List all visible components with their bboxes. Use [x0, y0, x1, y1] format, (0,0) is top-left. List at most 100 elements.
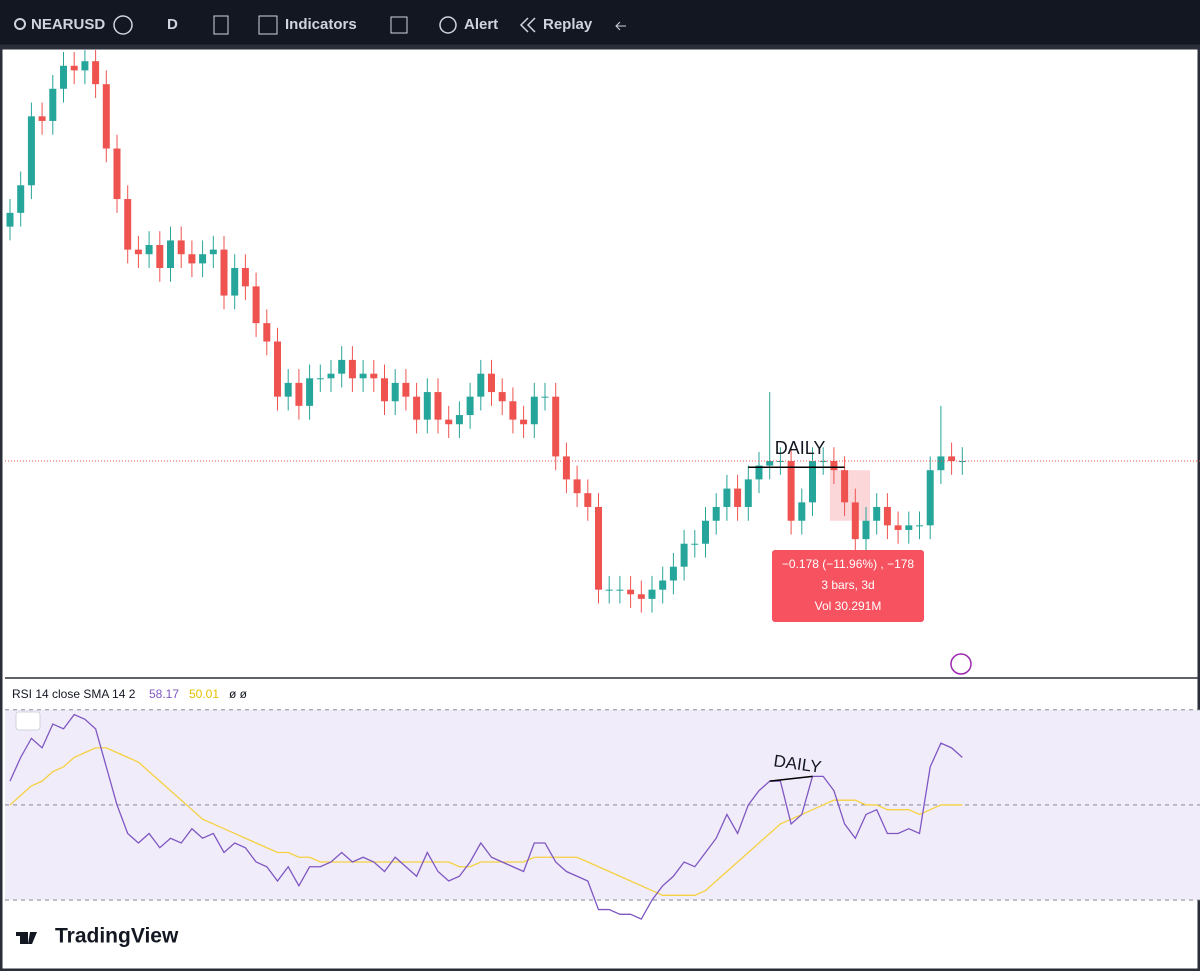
candle-body: [241, 267, 249, 287]
candle-body: [220, 249, 228, 296]
candle-body: [498, 392, 506, 402]
symbol[interactable]: NEARUSD: [31, 16, 105, 33]
replay[interactable]: Replay: [543, 16, 593, 33]
candle-body: [134, 249, 142, 255]
candle-body: [851, 502, 859, 540]
alert[interactable]: Alert: [464, 16, 498, 33]
candle-body: [167, 240, 174, 268]
candle-body: [905, 525, 913, 530]
candle-body: [145, 245, 153, 255]
candle-body: [669, 566, 677, 581]
measure-label: 3 bars, 3d: [821, 578, 874, 592]
annotation: DAILY: [775, 438, 826, 458]
candle-body: [541, 396, 549, 398]
layouts[interactable]: [390, 16, 408, 34]
candle-body: [637, 594, 645, 599]
candle-body: [49, 88, 57, 121]
candle-body: [113, 148, 121, 200]
candle-body: [381, 378, 388, 402]
candle-body: [734, 488, 742, 507]
candle-body: [809, 461, 816, 503]
replay-icon[interactable]: [519, 17, 536, 33]
candle-body: [188, 254, 196, 264]
candle-body: [466, 396, 474, 416]
candle-body: [27, 116, 35, 186]
candle-body: [359, 373, 367, 379]
candle-body: [584, 493, 592, 507]
candle-body: [830, 461, 838, 471]
indicators[interactable]: Indicators: [285, 16, 357, 33]
measure-label: Vol 30.291M: [815, 599, 882, 613]
candle-body: [306, 378, 314, 406]
candle-body: [862, 520, 870, 540]
candle-body: [402, 382, 410, 397]
candle-body: [70, 65, 78, 71]
candle-body: [680, 543, 688, 567]
candle-body: [841, 470, 849, 503]
rsi-line: [9, 713, 963, 920]
candle-body: [6, 212, 14, 227]
candle-body: [38, 116, 46, 121]
candle-body: [156, 245, 164, 268]
sma-line: [9, 747, 963, 896]
alert-icon[interactable]: [439, 16, 457, 34]
candle-body: [60, 65, 67, 89]
candle-body: [712, 506, 720, 521]
candle-body: [252, 286, 260, 324]
chart-type[interactable]: [213, 15, 229, 35]
candle-body: [691, 543, 699, 545]
candle-body: [199, 254, 207, 264]
add-symbol[interactable]: [113, 15, 133, 35]
candle-body: [616, 589, 624, 591]
candle-body: [177, 240, 185, 255]
candle-body: [937, 456, 945, 471]
rsi-title: RSI 14 close SMA 14 2: [12, 687, 136, 701]
candle-body: [423, 392, 431, 420]
candle-body: [520, 419, 528, 425]
candle-body: [316, 378, 324, 380]
candle-body: [477, 373, 485, 397]
interval[interactable]: D: [167, 16, 178, 33]
rsi-extra: ø ø: [229, 687, 248, 701]
candle-body: [723, 488, 731, 507]
candle-body: [274, 341, 281, 397]
candle-body: [370, 373, 378, 379]
candle-body: [434, 392, 442, 420]
candle-body: [659, 580, 667, 590]
candle-body: [916, 525, 923, 527]
candle-body: [81, 61, 89, 71]
candle-body: [894, 525, 902, 530]
toolbar: [0, 0, 1200, 47]
indicators-icon[interactable]: [258, 15, 278, 35]
sma-value: 50.01: [189, 687, 219, 701]
candle-body: [102, 84, 110, 149]
candle-body: [648, 589, 656, 599]
logo: TradingView: [55, 925, 179, 948]
candle-body: [209, 249, 217, 255]
candle-body: [573, 479, 581, 494]
candle-body: [413, 396, 421, 420]
candle-body: [348, 359, 356, 379]
candle-body: [327, 373, 335, 379]
candle-body: [552, 396, 560, 457]
candle-body: [509, 401, 517, 420]
candle-body: [284, 382, 292, 397]
candle-body: [455, 415, 463, 425]
search-icon[interactable]: [14, 18, 26, 30]
candle-body: [787, 461, 795, 521]
measure-box: [772, 550, 924, 622]
undo[interactable]: [615, 21, 626, 31]
candle-body: [445, 419, 453, 425]
flash-icon[interactable]: [950, 653, 972, 675]
collapse-button[interactable]: [15, 711, 41, 731]
candle-body: [231, 267, 239, 296]
candle-body: [391, 382, 399, 402]
rsi-pane: DAILY: [5, 709, 1200, 920]
candle-body: [755, 465, 763, 480]
candle-body: [798, 502, 806, 521]
candle-body: [595, 506, 602, 590]
candle-body: [744, 479, 752, 507]
logo-icon: [16, 932, 37, 944]
candle-body: [873, 506, 881, 521]
